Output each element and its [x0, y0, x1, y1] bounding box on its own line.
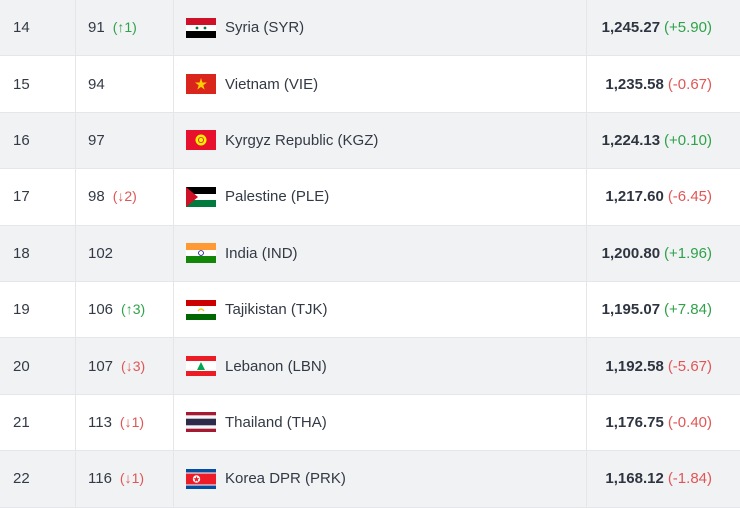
- points-change: (-0.67): [667, 75, 712, 93]
- points-cell: 1,195.07 (+7.84): [601, 301, 712, 319]
- team-name: Korea DPR (PRK): [225, 470, 346, 488]
- points-cell: 1,217.60 (-6.45): [605, 188, 712, 206]
- team-name: Kyrgyz Republic (KGZ): [225, 131, 379, 149]
- points-cell: 1,168.12 (-1.84): [605, 470, 712, 488]
- team-cell[interactable]: Tajikistan (TJK): [186, 299, 328, 320]
- team-name: Thailand (THA): [225, 413, 327, 431]
- points-change: (+7.84): [664, 301, 712, 319]
- team-cell[interactable]: Kyrgyz Republic (KGZ): [186, 130, 379, 151]
- points-change: (+5.90): [664, 19, 712, 37]
- previous-rank-cell: 107 (↓3): [88, 357, 146, 375]
- syria-flag-icon: [186, 17, 216, 38]
- tajikistan-flag-icon: [186, 299, 216, 320]
- previous-rank-cell: 106 (↑3): [88, 301, 146, 319]
- team-cell[interactable]: Palestine (PLE): [186, 186, 330, 207]
- table-row[interactable]: 15 94 Vietnam (VIE) 1,235.58 (-0.67): [0, 56, 740, 113]
- india-flag-icon: [186, 243, 216, 264]
- rank-movement: (↓2): [112, 188, 137, 205]
- table-row[interactable]: 17 98 (↓2) Palestine (PLE) 1,217.60 (-6.45…: [0, 169, 740, 226]
- points-cell: 1,245.27 (+5.90): [601, 19, 712, 37]
- rank-movement: (↑1): [112, 19, 137, 36]
- team-name: India (IND): [225, 244, 298, 262]
- table-row[interactable]: 19 106 (↑3) Tajikistan (TJK) 1,195.07 (+7.…: [0, 281, 740, 339]
- points-change: (-6.45): [667, 188, 712, 206]
- lebanon-flag-icon: [186, 356, 216, 377]
- thailand-flag-icon: [186, 412, 216, 433]
- rank-movement: (↓3): [121, 357, 146, 374]
- points-change: (-0.40): [667, 413, 712, 431]
- points-change: (+0.10): [664, 131, 712, 149]
- rank-cell: 19: [13, 301, 30, 319]
- rank-cell: 14: [13, 19, 30, 37]
- team-cell[interactable]: Vietnam (VIE): [186, 74, 319, 95]
- points-cell: 1,224.13 (+0.10): [601, 131, 712, 149]
- team-name: Tajikistan (TJK): [225, 301, 328, 319]
- points-change: (-5.67): [667, 357, 712, 375]
- rank-cell: 22: [13, 470, 30, 488]
- palestine-flag-icon: [186, 186, 216, 207]
- team-cell[interactable]: India (IND): [186, 243, 298, 264]
- table-row[interactable]: 18 102 India (IND) 1,200.80 (+1.96): [0, 225, 740, 282]
- rank-movement: (↓1): [119, 413, 145, 430]
- team-cell[interactable]: Syria (SYR): [186, 17, 305, 38]
- team-name: Lebanon (LBN): [225, 357, 327, 375]
- team-name: Vietnam (VIE): [225, 75, 319, 93]
- rank-cell: 21: [13, 413, 30, 431]
- rank-cell: 17: [13, 188, 30, 206]
- points-change: (-1.84): [667, 470, 712, 488]
- table-row[interactable]: 22 116 (↓1) Korea DPR (PRK) 1,168.12 (-1.8…: [0, 451, 740, 508]
- table-row[interactable]: 14 91 (↑1) Syria (SYR) 1,245.27 (+5.90): [0, 0, 740, 57]
- vietnam-flag-icon: [186, 74, 216, 95]
- team-cell[interactable]: Lebanon (LBN): [186, 356, 327, 377]
- team-name: Palestine (PLE): [225, 188, 330, 206]
- kyrgyzstan-flag-icon: [186, 130, 216, 151]
- rank-cell: 16: [13, 131, 30, 149]
- points-cell: 1,176.75 (-0.40): [605, 413, 712, 431]
- previous-rank-cell: 98 (↓2): [88, 188, 137, 206]
- previous-rank-cell: 91 (↑1): [88, 19, 137, 37]
- rank-cell: 18: [13, 244, 30, 262]
- table-row[interactable]: 20 107 (↓3) Lebanon (LBN) 1,192.58 (-5.67): [0, 338, 740, 395]
- previous-rank-cell: 102: [88, 244, 114, 262]
- previous-rank-cell: 97: [88, 131, 105, 149]
- north-korea-flag-icon: [186, 468, 216, 489]
- table-row[interactable]: 16 97 Kyrgyz Republic (KGZ) 1,224.13 (+0.…: [0, 112, 740, 170]
- team-cell[interactable]: Thailand (THA): [186, 412, 327, 433]
- points-cell: 1,235.58 (-0.67): [605, 75, 712, 93]
- points-cell: 1,200.80 (+1.96): [601, 244, 712, 262]
- previous-rank-cell: 113 (↓1): [88, 413, 145, 431]
- previous-rank-cell: 116 (↓1): [88, 470, 145, 488]
- rank-cell: 15: [13, 75, 30, 93]
- rank-cell: 20: [13, 357, 30, 375]
- points-cell: 1,192.58 (-5.67): [605, 357, 712, 375]
- previous-rank-cell: 94: [88, 75, 105, 93]
- points-change: (+1.96): [664, 244, 712, 262]
- team-cell[interactable]: Korea DPR (PRK): [186, 468, 346, 489]
- rank-movement: (↓1): [119, 470, 145, 487]
- team-name: Syria (SYR): [225, 19, 305, 37]
- rank-movement: (↑3): [121, 301, 146, 318]
- table-row[interactable]: 21 113 (↓1) Thailand (THA) 1,176.75 (-0.40…: [0, 394, 740, 452]
